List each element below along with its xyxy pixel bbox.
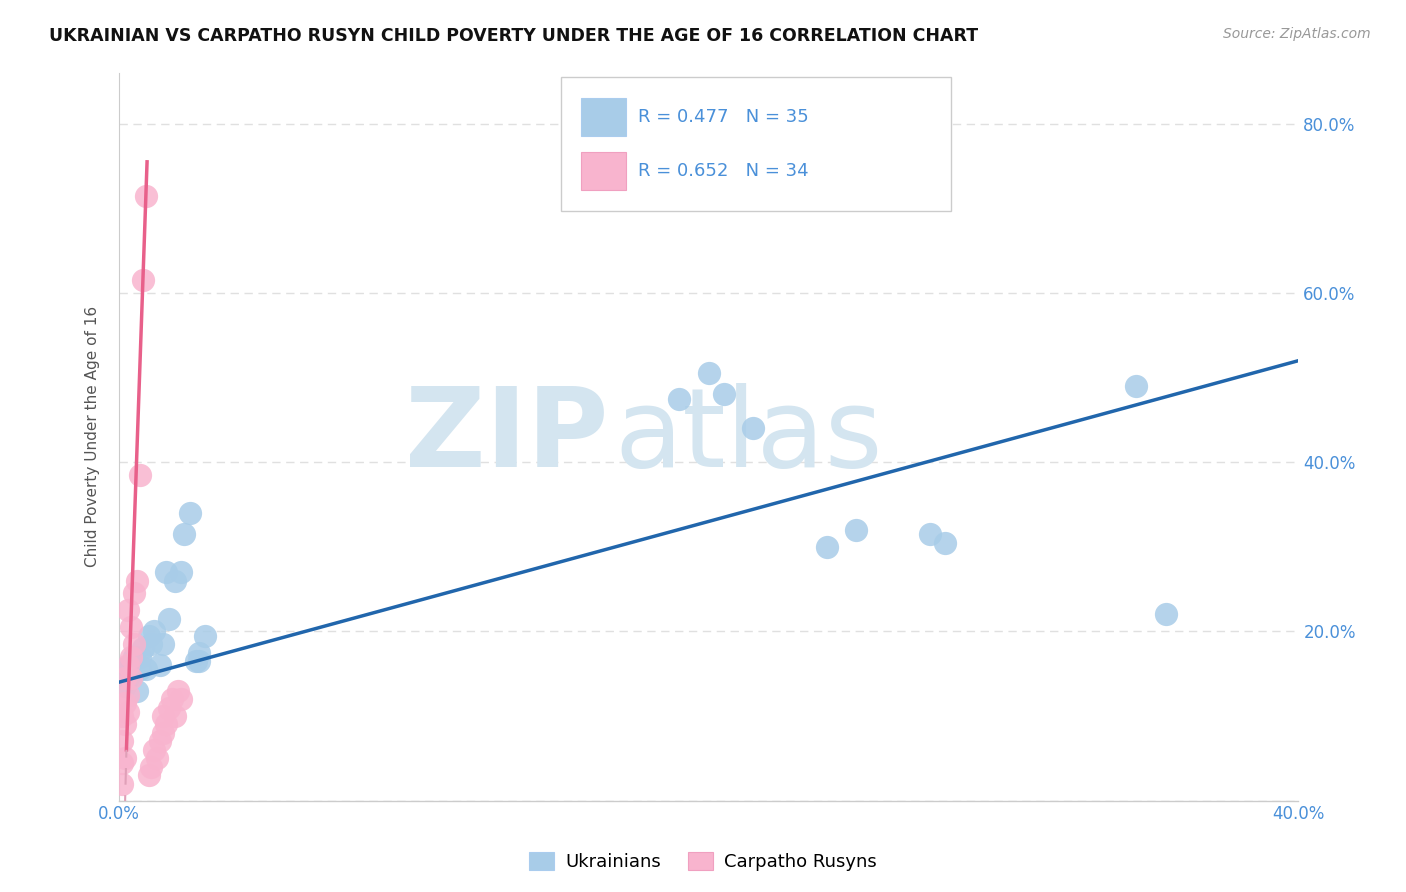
Bar: [582, 153, 626, 190]
Point: [713, 387, 735, 401]
Point: [165, 709, 187, 723]
Point: [157, 612, 180, 626]
Point: [120, 620, 142, 634]
Point: [138, 629, 160, 643]
Point: [167, 683, 190, 698]
Point: [111, 777, 134, 791]
Text: Source: ZipAtlas.com: Source: ZipAtlas.com: [1223, 27, 1371, 41]
Point: [111, 734, 134, 748]
Point: [179, 506, 201, 520]
Point: [155, 565, 177, 579]
Point: [117, 603, 139, 617]
Point: [114, 680, 136, 694]
Legend: Ukrainians, Carpatho Rusyns: Ukrainians, Carpatho Rusyns: [522, 845, 884, 879]
Point: [152, 709, 174, 723]
Point: [697, 367, 720, 381]
Point: [815, 540, 838, 554]
FancyBboxPatch shape: [561, 77, 950, 211]
Point: [845, 523, 868, 537]
Point: [143, 743, 166, 757]
Point: [111, 756, 134, 770]
Point: [120, 671, 142, 685]
Point: [128, 663, 150, 677]
Point: [742, 421, 765, 435]
Point: [152, 637, 174, 651]
Point: [170, 565, 193, 579]
Point: [173, 527, 195, 541]
Point: [141, 760, 163, 774]
Point: [128, 467, 150, 482]
Point: [138, 768, 160, 782]
Point: [1125, 379, 1147, 393]
Y-axis label: Child Poverty Under the Age of 16: Child Poverty Under the Age of 16: [86, 306, 100, 567]
Text: atlas: atlas: [614, 384, 883, 491]
Point: [668, 392, 690, 406]
Point: [135, 663, 157, 677]
Point: [187, 646, 209, 660]
Point: [184, 654, 207, 668]
Point: [122, 637, 145, 651]
Point: [152, 726, 174, 740]
Point: [143, 624, 166, 639]
Point: [117, 671, 139, 685]
Point: [149, 734, 172, 748]
Point: [193, 629, 215, 643]
Point: [128, 649, 150, 664]
Point: [111, 663, 134, 677]
Point: [120, 649, 142, 664]
Text: ZIP: ZIP: [405, 384, 609, 491]
Point: [155, 717, 177, 731]
Point: [122, 649, 145, 664]
Point: [131, 273, 153, 287]
Point: [934, 535, 956, 549]
Point: [135, 188, 157, 202]
Point: [157, 700, 180, 714]
Point: [146, 751, 169, 765]
Point: [141, 637, 163, 651]
Point: [122, 586, 145, 600]
Point: [114, 751, 136, 765]
Point: [918, 527, 941, 541]
Point: [187, 654, 209, 668]
Point: [114, 696, 136, 710]
Point: [114, 717, 136, 731]
Text: UKRAINIAN VS CARPATHO RUSYN CHILD POVERTY UNDER THE AGE OF 16 CORRELATION CHART: UKRAINIAN VS CARPATHO RUSYN CHILD POVERT…: [49, 27, 979, 45]
Point: [170, 692, 193, 706]
Point: [117, 705, 139, 719]
Point: [117, 688, 139, 702]
Bar: [582, 98, 626, 136]
Point: [160, 692, 183, 706]
Point: [125, 574, 148, 588]
Point: [149, 658, 172, 673]
Point: [165, 574, 187, 588]
Point: [114, 671, 136, 685]
Point: [131, 641, 153, 656]
Point: [117, 663, 139, 677]
Point: [125, 683, 148, 698]
Point: [111, 709, 134, 723]
Text: R = 0.477   N = 35: R = 0.477 N = 35: [638, 108, 808, 126]
Point: [1154, 607, 1177, 622]
Text: R = 0.652   N = 34: R = 0.652 N = 34: [638, 162, 808, 180]
Point: [117, 658, 139, 673]
